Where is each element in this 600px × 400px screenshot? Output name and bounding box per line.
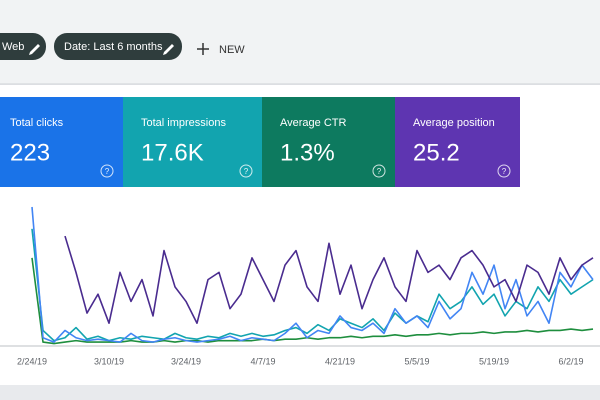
x-tick-label: 5/19/19 <box>479 356 509 366</box>
help-icon-label: ? <box>502 167 507 176</box>
x-tick-label: 3/24/19 <box>171 356 201 366</box>
series-line <box>64 235 594 325</box>
filter-chip[interactable] <box>54 33 182 60</box>
x-tick-label: 4/21/19 <box>325 356 355 366</box>
help-icon <box>100 164 114 178</box>
chip-label: Date: Last 6 months <box>64 41 163 53</box>
x-tick-label: 3/10/19 <box>94 356 124 366</box>
x-tick-label: 4/7/19 <box>250 356 275 366</box>
new-label: NEW <box>219 44 245 56</box>
card-title: Average position <box>413 117 495 129</box>
card-value: 25.2 <box>413 139 460 166</box>
help-icon <box>497 164 511 178</box>
filter-chip[interactable] <box>0 33 46 60</box>
metric-card[interactable] <box>123 97 262 187</box>
help-icon <box>239 164 253 178</box>
card-title: Average CTR <box>280 117 346 129</box>
card-value: 223 <box>10 139 50 166</box>
series-line <box>31 206 594 343</box>
card-value: 17.6K <box>141 139 204 166</box>
metric-card[interactable] <box>0 97 123 187</box>
x-tick-label: 5/5/19 <box>404 356 429 366</box>
chip-label: Web <box>2 41 24 53</box>
card-title: Total clicks <box>10 117 64 129</box>
series-line <box>31 257 594 345</box>
edit-icon <box>163 44 174 55</box>
new-button[interactable]: NEW <box>197 43 245 56</box>
help-icon-label: ? <box>105 167 110 176</box>
card-value: 1.3% <box>280 139 335 166</box>
edit-icon <box>29 44 40 55</box>
x-tick-label: 6/2/19 <box>558 356 583 366</box>
help-icon-label: ? <box>244 167 249 176</box>
help-icon <box>372 164 386 178</box>
metric-card[interactable] <box>395 97 520 187</box>
x-tick-label: 2/24/19 <box>17 356 47 366</box>
card-title: Total impressions <box>141 117 226 129</box>
help-icon-label: ? <box>377 167 382 176</box>
